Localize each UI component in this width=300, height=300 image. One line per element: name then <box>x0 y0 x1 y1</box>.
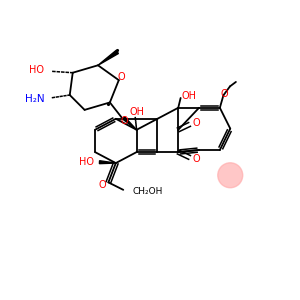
Text: O: O <box>118 72 126 82</box>
Text: O: O <box>220 88 228 98</box>
Circle shape <box>218 163 243 188</box>
Text: OH: OH <box>130 107 145 117</box>
Text: O: O <box>120 116 128 126</box>
Polygon shape <box>122 117 136 130</box>
Text: O: O <box>99 180 106 190</box>
Text: OH: OH <box>181 91 196 101</box>
Polygon shape <box>99 161 116 164</box>
Text: HO: HO <box>29 65 44 75</box>
Text: HO: HO <box>80 157 94 166</box>
Text: CH₂OH: CH₂OH <box>133 187 163 196</box>
Text: H₂N: H₂N <box>25 94 44 103</box>
Polygon shape <box>98 50 119 65</box>
Text: O: O <box>193 118 200 128</box>
Text: O: O <box>193 154 200 164</box>
